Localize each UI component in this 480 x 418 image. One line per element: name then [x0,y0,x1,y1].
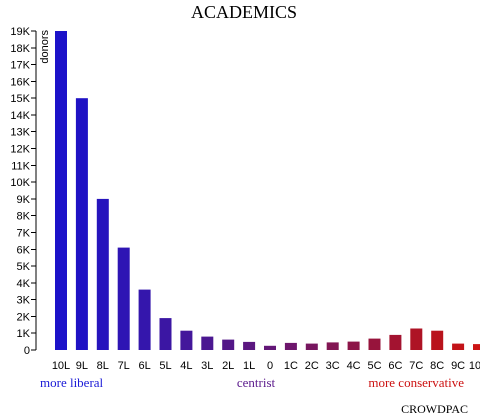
y-tick-label: 3K [17,295,31,307]
bar-9L [75,98,88,350]
x-tick-label: 2C [305,360,319,372]
y-tick-label: 11K [11,160,30,172]
bar-1C [284,342,297,350]
bar-9C [452,343,465,350]
bar-2L [222,339,235,350]
y-tick-label: 6K [17,244,31,256]
bar-7C [410,328,423,350]
x-tick-label: 6L [138,360,150,372]
x-tick-label: 9L [76,360,88,372]
x-tick-label: 5C [367,360,381,372]
x-tick-label: 8L [97,360,109,372]
bar-7L [117,247,130,350]
brand-logo: CROWDPAC [401,402,468,416]
bar-3L [201,336,214,350]
x-tick-label: 6C [388,360,402,372]
bar-8C [431,330,444,350]
x-axis-ticks: 10L 9L 8L 7L 6L 5L 4L 3L 2L 1L 0 1C 2C 3C 4C 5C 6C 7C 8C 9C… [52,360,480,372]
y-tick-label: 12K [10,144,30,156]
y-tick-label: 2K [17,311,31,323]
x-tick-label: 8C [430,360,444,372]
y-tick-label: 19K [10,26,30,38]
y-tick-label: 7K [17,227,31,239]
bar-3C [326,342,339,350]
x-tick-label: 7L [118,360,130,372]
x-tick-label: 10C [469,360,480,372]
x-tick-label: 1L [243,360,255,372]
x-tick-label: 5L [159,360,171,372]
bar-6C [389,334,402,350]
y-tick-label: 13K [10,127,30,139]
y-tick-label: 1K [17,328,31,340]
bar-1L [243,341,256,350]
x-tick-label: 7C [409,360,423,372]
y-axis: 0 1K 2K 3K 4K 5K 6K 7K 8K 9K 10K 11K 12K 13K 14K 15K 16K… [10,26,37,357]
y-axis-label: donors [39,30,51,64]
y-tick-label: 9K [17,194,31,206]
y-tick-label: 15K [10,93,30,105]
y-tick-label: 8K [17,211,31,223]
x-tick-label: 10L [52,360,70,372]
y-tick-label: 5K [17,261,31,273]
y-tick-label: 10K [10,177,30,189]
x-tick-label: 3C [326,360,340,372]
y-tick-label: 0 [24,345,30,357]
bar-10C [473,344,480,350]
bar-10L [55,31,67,350]
bar-6L [138,289,151,350]
x-tick-label: 2L [222,360,234,372]
x-tick-label: 9C [451,360,465,372]
bar-4C [347,341,360,350]
y-tick-label: 17K [10,60,30,72]
centrist-label: centrist [237,375,276,390]
y-tick-label: 18K [10,43,30,55]
bar-4L [180,330,193,350]
bars-group [55,31,480,350]
y-tick-label: 16K [10,76,30,88]
y-tick-label: 4K [17,278,31,290]
chart-title: ACADEMICS [191,2,297,22]
bar-8L [96,198,109,350]
x-tick-label: 4L [180,360,192,372]
y-tick-label: 14K [10,110,30,122]
more-conservative-label: more conservative [368,375,464,390]
x-tick-label: 0 [267,360,273,372]
bar-5C [368,338,381,350]
x-tick-label: 1C [284,360,298,372]
more-liberal-label: more liberal [40,375,104,390]
x-tick-label: 4C [347,360,361,372]
x-tick-label: 3L [201,360,213,372]
bar-2C [305,343,318,350]
bar-5L [159,318,172,350]
bar-0 [264,345,276,350]
